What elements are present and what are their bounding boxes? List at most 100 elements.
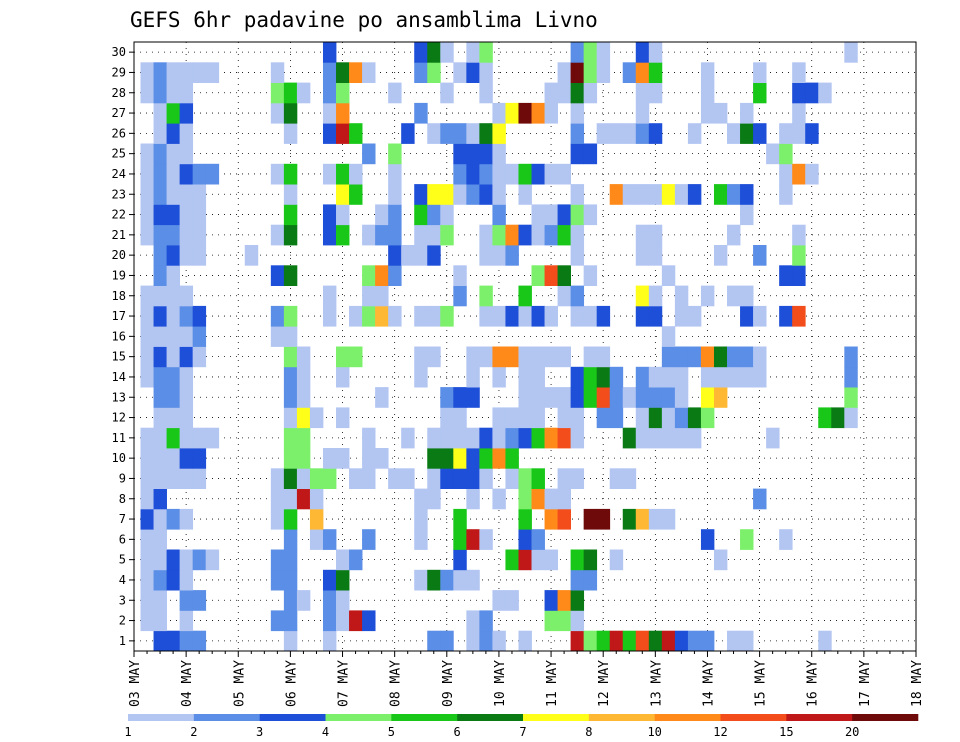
heatmap-cell (531, 529, 545, 550)
heatmap-cell (322, 630, 337, 652)
heatmap-cell (661, 366, 676, 388)
heatmap-cell (661, 326, 676, 347)
heatmap-cell (753, 305, 767, 327)
heatmap-cell (401, 123, 415, 144)
heatmap-cell (674, 346, 689, 368)
heatmap-cell (283, 123, 298, 144)
colorbar: 1 2 3 4 5 6 7 8 10 12 15 20 (124, 714, 919, 739)
heatmap-cell (166, 82, 181, 104)
heatmap-cell (518, 346, 532, 368)
heatmap-cell (362, 62, 376, 83)
heatmap-cell (309, 468, 324, 489)
heatmap-cell (557, 346, 572, 368)
heatmap-cell (153, 224, 167, 246)
heatmap-cell (166, 508, 181, 530)
heatmap-cell (140, 82, 154, 104)
heatmap-cell (309, 407, 324, 429)
heatmap-cell (153, 610, 167, 632)
heatmap-cell (740, 102, 754, 124)
heatmap-cell (570, 468, 585, 489)
heatmap-cell (570, 62, 585, 83)
heatmap-cell (166, 285, 181, 307)
heatmap-cell (648, 407, 663, 429)
heatmap-cell (544, 346, 558, 368)
heatmap-cell (505, 224, 519, 246)
colorbar-label: 1 (124, 725, 131, 739)
heatmap-cell (414, 245, 428, 266)
heatmap-cell (635, 42, 650, 63)
heatmap-cell (466, 163, 480, 185)
heatmap-cell (622, 508, 637, 530)
heatmap-cell (531, 387, 545, 408)
heatmap-cell (375, 285, 389, 307)
heatmap-cell (453, 468, 467, 489)
heatmap-cell (570, 224, 585, 246)
heatmap-cell (283, 102, 298, 124)
heatmap-cell (779, 529, 793, 550)
heatmap-cell (505, 468, 519, 489)
heatmap-cell (583, 62, 598, 83)
heatmap-cell (700, 346, 715, 368)
heatmap-cell (596, 62, 611, 83)
heatmap-cell (700, 285, 715, 307)
heatmap-cell (570, 549, 585, 571)
heatmap-cell (336, 549, 350, 571)
heatmap-cell (440, 305, 454, 327)
heatmap-cell (544, 265, 558, 286)
heatmap-cell (427, 42, 441, 63)
heatmap-cell (479, 82, 493, 104)
heatmap-cell (179, 184, 194, 205)
heatmap-cell (283, 488, 298, 510)
heatmap-cell (740, 204, 754, 226)
heatmap-cell (518, 630, 532, 652)
heatmap-cell (309, 529, 324, 550)
colorbar-label: 15 (779, 725, 793, 739)
heatmap-cell (727, 184, 741, 205)
heatmap-cell (153, 529, 167, 550)
heatmap-cell (622, 184, 637, 205)
heatmap-cell (792, 123, 806, 144)
heatmap-cell (192, 224, 207, 246)
heatmap-cell (583, 346, 598, 368)
heatmap-cell (427, 305, 441, 327)
colorbar-label: 2 (190, 725, 197, 739)
heatmap-cell (531, 163, 545, 185)
heatmap-cell (544, 549, 558, 571)
heatmap-cell (648, 387, 663, 408)
heatmap-cell (583, 387, 598, 408)
heatmap-cell (622, 62, 637, 83)
heatmap-cell (479, 245, 493, 266)
x-tick-label: 14 MAY (701, 660, 716, 707)
heatmap-cell (427, 468, 441, 489)
heatmap-cell (609, 366, 624, 388)
heatmap-cell (466, 42, 480, 63)
heatmap-cell (283, 610, 298, 632)
heatmap-cell (648, 630, 663, 652)
heatmap-cell (401, 427, 415, 449)
heatmap-cell (674, 427, 689, 449)
heatmap-cell (349, 184, 363, 205)
heatmap-cell (453, 143, 467, 165)
heatmap-cell (453, 62, 467, 83)
heatmap-cell (440, 123, 454, 144)
heatmap-cell (492, 366, 506, 388)
heatmap-cell (648, 123, 663, 144)
heatmap-cell (844, 42, 858, 63)
heatmap-cell (779, 123, 793, 144)
heatmap-cell (557, 265, 572, 286)
heatmap-cell (283, 569, 298, 591)
heatmap-cell (557, 468, 572, 489)
heatmap-cell (440, 184, 454, 205)
heatmap-cell (505, 163, 519, 185)
heatmap-cell (140, 285, 154, 307)
heatmap-cell (336, 407, 350, 429)
heatmap-cell (401, 468, 415, 489)
heatmap-cell (505, 549, 519, 571)
heatmap-cell (322, 285, 337, 307)
heatmap-cell (336, 346, 350, 368)
heatmap-cell (140, 346, 154, 368)
heatmap-cell (388, 163, 402, 185)
heatmap-cell (531, 468, 545, 489)
heatmap-cell (388, 305, 402, 327)
heatmap-cell (479, 42, 493, 63)
